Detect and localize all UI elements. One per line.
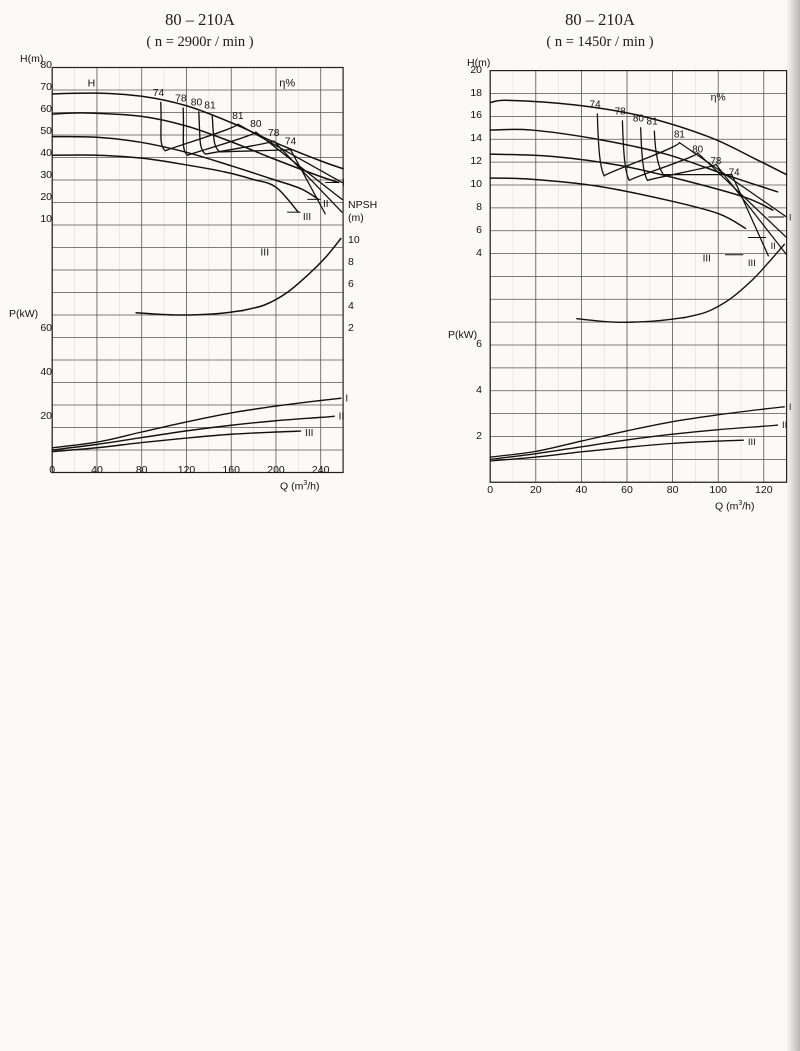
svg-text:81: 81 — [204, 101, 216, 112]
svg-text:η%: η% — [279, 78, 295, 90]
svg-text:80: 80 — [633, 113, 645, 124]
svg-text:81: 81 — [232, 111, 244, 122]
svg-text:78: 78 — [175, 94, 187, 105]
svg-text:I: I — [345, 393, 348, 404]
svg-text:II: II — [323, 199, 329, 210]
svg-text:III: III — [303, 212, 311, 223]
svg-text:74: 74 — [153, 88, 165, 99]
svg-text:74: 74 — [285, 137, 297, 148]
svg-text:III: III — [748, 437, 756, 448]
svg-text:74: 74 — [729, 167, 740, 178]
svg-text:I: I — [342, 178, 345, 189]
svg-text:80: 80 — [692, 145, 703, 156]
svg-text:80: 80 — [250, 119, 262, 130]
svg-text:81: 81 — [647, 117, 659, 128]
svg-text:80: 80 — [191, 97, 203, 108]
svg-text:II: II — [339, 411, 345, 422]
svg-text:H: H — [88, 78, 96, 90]
svg-text:III: III — [260, 246, 269, 258]
svg-text:η%: η% — [711, 91, 726, 103]
svg-text:78: 78 — [710, 156, 721, 167]
svg-text:III: III — [305, 428, 313, 439]
svg-text:II: II — [771, 241, 776, 252]
svg-text:III: III — [748, 258, 756, 269]
svg-text:78: 78 — [268, 128, 280, 139]
svg-text:78: 78 — [615, 106, 627, 117]
svg-text:III: III — [703, 254, 711, 265]
svg-text:81: 81 — [674, 130, 685, 141]
svg-text:74: 74 — [590, 100, 602, 111]
